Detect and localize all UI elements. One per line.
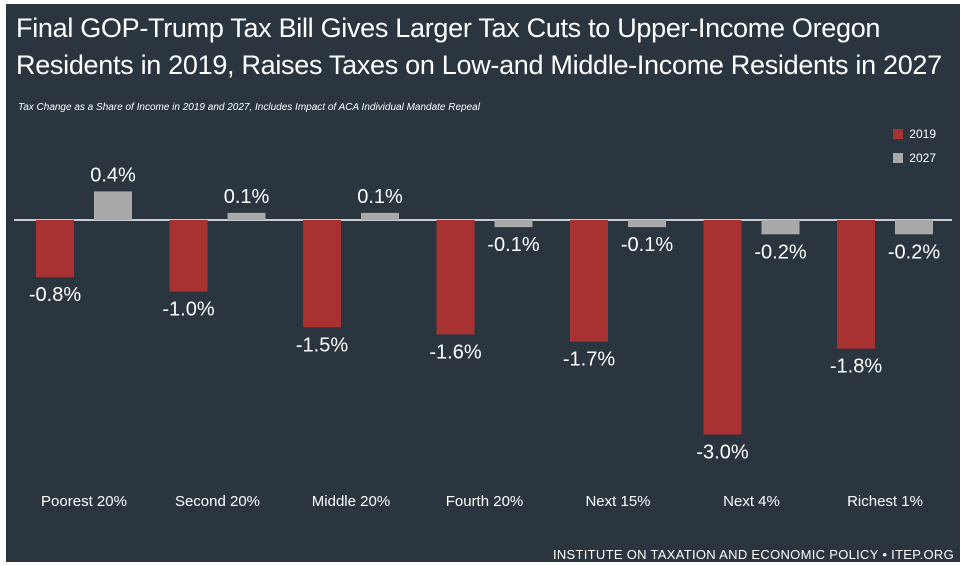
data-label-2019-2: -1.5%: [296, 334, 348, 356]
source-credit: INSTITUTE ON TAXATION AND ECONOMIC POLIC…: [552, 547, 954, 562]
data-label-2027-0: 0.4%: [90, 164, 136, 186]
data-label-2027-3: -0.1%: [487, 234, 539, 256]
bar-2027-2: [361, 212, 399, 220]
data-label-2019-4: -1.7%: [563, 349, 615, 371]
category-label-5: Next 4%: [723, 493, 780, 510]
legend-item-2027: 2027: [893, 146, 936, 170]
category-label-6: Richest 1%: [847, 493, 923, 510]
bar-2027-0: [94, 191, 132, 220]
bar-2019-1: [169, 220, 208, 292]
category-label-0: Poorest 20%: [41, 493, 127, 510]
data-label-2019-3: -1.6%: [429, 341, 481, 363]
category-label-1: Second 20%: [175, 493, 260, 510]
bar-2019-4: [570, 220, 608, 342]
chart-legend: 2019 2027: [893, 122, 936, 170]
data-label-2019-6: -1.8%: [830, 356, 882, 378]
data-label-2019-1: -1.0%: [162, 299, 214, 321]
chart-frame: Final GOP-Trump Tax Bill Gives Larger Ta…: [6, 4, 960, 562]
chart-title: Final GOP-Trump Tax Bill Gives Larger Ta…: [16, 10, 956, 84]
bar-2019-5: [703, 220, 742, 435]
legend-label-2019: 2019: [909, 127, 936, 141]
data-label-2019-0: -0.8%: [29, 284, 81, 306]
legend-label-2027: 2027: [909, 151, 936, 165]
bar-2019-2: [303, 220, 341, 328]
bar-2019-6: [837, 220, 875, 349]
bar-2027-6: [895, 220, 933, 235]
bar-2027-3: [494, 220, 533, 228]
bar-2019-3: [436, 220, 475, 335]
chart-title-line-1: Final GOP-Trump Tax Bill Gives Larger Ta…: [16, 13, 881, 43]
data-label-2019-5: -3.0%: [696, 442, 748, 464]
bar-2027-5: [761, 220, 800, 235]
bar-2027-1: [227, 212, 266, 220]
legend-item-2019: 2019: [893, 122, 936, 146]
chart-subtitle: Tax Change as a Share of Income in 2019 …: [18, 102, 480, 113]
bar-2019-0: [36, 220, 74, 278]
data-label-2027-5: -0.2%: [754, 241, 806, 263]
legend-swatch-2027: [893, 153, 904, 163]
bar-chart: -0.8% 0.4% Poorest 20% -1.0% 0.1% Second 20% -…: [14, 164, 952, 510]
legend-swatch-2019: [893, 129, 904, 139]
data-label-2027-2: 0.1%: [357, 186, 403, 208]
chart-title-line-2: Residents in 2019, Raises Taxes on Low-a…: [16, 50, 942, 80]
category-label-3: Fourth 20%: [446, 493, 524, 510]
category-label-2: Middle 20%: [312, 493, 390, 510]
data-label-2027-4: -0.1%: [621, 234, 673, 256]
data-label-2027-1: 0.1%: [224, 186, 270, 208]
category-label-4: Next 15%: [585, 493, 650, 510]
bar-2027-4: [628, 220, 666, 228]
data-label-2027-6: -0.2%: [888, 241, 940, 263]
